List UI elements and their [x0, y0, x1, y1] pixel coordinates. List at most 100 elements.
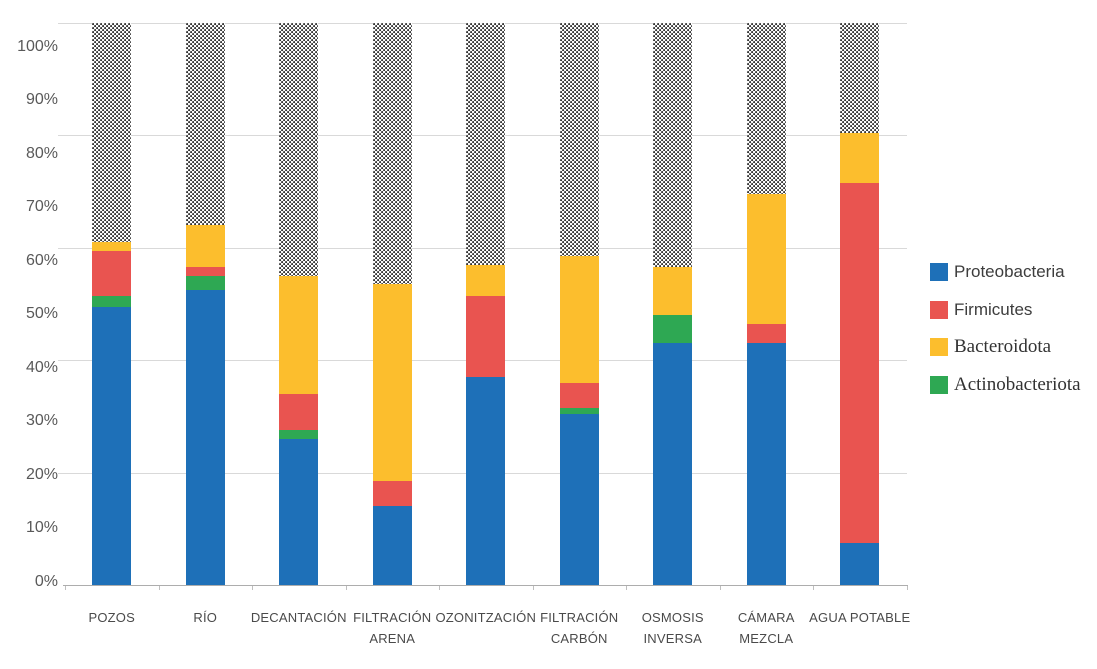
segment-proteobacteria — [185, 289, 225, 585]
segment-proteobacteria — [840, 542, 880, 585]
bar-filtración-carbón — [559, 23, 599, 585]
legend-item-firmicutes: Firmicutes — [930, 300, 1032, 320]
x-axis-label-line: OZONITZACIÓN — [435, 610, 537, 625]
segment-bacteroidota — [279, 275, 319, 394]
category-tick — [532, 586, 534, 590]
segment-bacteroidota — [372, 284, 412, 482]
segment-bacteroidota — [559, 256, 599, 383]
segment-actinobacteriota — [559, 407, 599, 414]
segment-dotted-remainder — [372, 23, 412, 285]
segment-firmicutes — [185, 267, 225, 276]
legend-swatch-firmicutes — [930, 300, 948, 319]
legend-swatch-proteobacteria — [930, 263, 948, 281]
segment-firmicutes — [466, 295, 506, 378]
x-axis-label-line: MEZCLA — [739, 631, 794, 646]
segment-firmicutes — [372, 481, 412, 507]
y-axis-label-0: 0% — [34, 572, 58, 590]
segment-proteobacteria — [372, 506, 412, 585]
segment-firmicutes — [559, 382, 599, 408]
category-tick — [345, 586, 347, 590]
segment-proteobacteria — [653, 343, 693, 585]
x-axis-label-line: DECANTACIÓN — [250, 610, 347, 625]
x-axis-label-osmosis-inversa: OSMOSIS INVERSA — [613, 607, 733, 649]
x-axis-label-line: ARENA — [369, 631, 416, 646]
category-tick — [158, 586, 160, 590]
y-axis-label-20: 20% — [25, 465, 58, 483]
y-axis-label-90: 90% — [25, 91, 58, 109]
segment-actinobacteriota — [185, 275, 225, 290]
category-tick — [906, 586, 908, 590]
legend-swatch-bacteroidota — [930, 338, 948, 356]
category-tick — [439, 586, 440, 590]
segment-bacteroidota — [466, 264, 506, 296]
x-axis-label-line: RÍO — [193, 610, 218, 625]
y-axis-label-70: 70% — [25, 198, 58, 216]
legend-item-bacteroidota: Bacteroidota — [930, 336, 1051, 357]
segment-bacteroidota — [746, 194, 786, 324]
segment-firmicutes — [840, 183, 880, 543]
x-axis-label-decantación: DECANTACIÓN — [239, 607, 359, 628]
x-axis-label-line: CÁMARA — [737, 610, 795, 625]
segment-bacteroidota — [653, 267, 693, 316]
segment-dotted-remainder — [653, 23, 693, 268]
legend-swatch-actinobacteriota — [930, 375, 948, 394]
category-tick — [813, 586, 814, 590]
segment-proteobacteria — [92, 306, 132, 585]
segment-dotted-remainder — [92, 23, 132, 243]
segment-actinobacteriota — [92, 295, 132, 307]
x-axis-label-filtración-carbón: FILTRACIÓN CARBÓN — [519, 607, 639, 649]
category-tick — [626, 586, 627, 590]
x-axis-label-filtración-arena: FILTRACIÓN ARENA — [332, 607, 452, 649]
segment-firmicutes — [92, 250, 132, 296]
x-axis-label-agua-potable: AGUA POTABLE — [800, 607, 920, 628]
x-axis-label-line: POZOS — [88, 610, 135, 625]
bar-pozos — [92, 23, 132, 585]
segment-bacteroidota — [840, 132, 880, 184]
legend-label: Actinobacteriota — [954, 373, 1081, 395]
bar-filtración-arena — [372, 23, 412, 585]
y-axis-label-60: 60% — [25, 251, 58, 269]
x-axis-label-cámara-mezcla: CÁMARA MEZCLA — [706, 607, 826, 649]
x-axis-label-line: FILTRACIÓN — [540, 610, 619, 625]
y-axis-label-50: 50% — [25, 305, 58, 323]
category-tick — [65, 586, 66, 590]
segment-firmicutes — [279, 393, 319, 431]
x-axis-label-río: RÍO — [145, 607, 265, 628]
y-axis-label-40: 40% — [25, 358, 58, 376]
category-tick — [719, 586, 721, 590]
bar-decantación — [279, 23, 319, 585]
segment-bacteroidota — [185, 225, 225, 268]
legend-item-proteobacteria: Proteobacteria — [930, 262, 1065, 282]
segment-dotted-remainder — [279, 23, 319, 276]
bar-río — [185, 23, 225, 585]
y-axis-label-10: 10% — [25, 519, 58, 537]
segment-bacteroidota — [92, 242, 132, 251]
category-tick — [252, 586, 253, 590]
x-axis-label-line: CARBÓN — [550, 631, 608, 646]
segment-proteobacteria — [746, 343, 786, 585]
bar-osmosis-inversa — [653, 23, 693, 585]
y-axis-label-80: 80% — [25, 144, 58, 162]
segment-proteobacteria — [559, 413, 599, 585]
legend-label: Proteobacteria — [954, 262, 1065, 281]
x-axis-label-line: AGUA POTABLE — [809, 610, 911, 625]
segment-proteobacteria — [279, 438, 319, 585]
segment-firmicutes — [746, 323, 786, 344]
segment-actinobacteriota — [653, 315, 693, 344]
segment-dotted-remainder — [746, 23, 786, 195]
y-axis-label-30: 30% — [25, 412, 58, 430]
segment-actinobacteriota — [279, 430, 319, 439]
segment-proteobacteria — [466, 377, 506, 585]
x-axis-label-line: OSMOSIS — [641, 610, 704, 625]
bar-ozonitzación — [466, 23, 506, 585]
segment-dotted-remainder — [185, 23, 225, 226]
legend-label: Firmicutes — [954, 299, 1033, 319]
y-axis-label-100: 100% — [17, 37, 58, 55]
segment-dotted-remainder — [559, 23, 599, 257]
segment-dotted-remainder — [466, 23, 506, 265]
x-axis-label-pozos: POZOS — [52, 607, 172, 628]
x-axis-label-ozonitzación: OZONITZACIÓN — [426, 607, 546, 628]
segment-dotted-remainder — [840, 23, 880, 133]
x-axis-label-line: INVERSA — [643, 631, 702, 646]
x-axis-line — [63, 585, 908, 586]
